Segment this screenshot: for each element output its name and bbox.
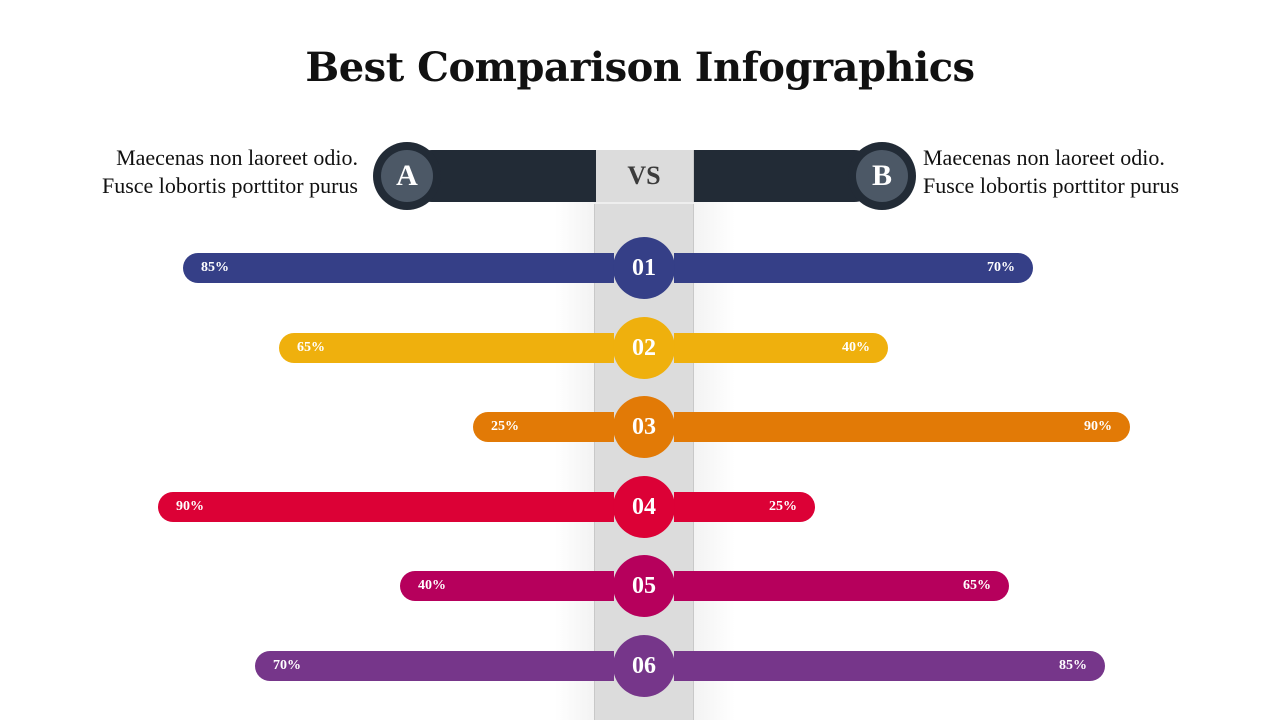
row-02-b-bar: 40% [674,333,888,363]
row-01-b-bar: 70% [674,253,1033,283]
row-number-02: 02 [613,317,675,379]
row-06-b-bar: 85% [674,651,1105,681]
b-description-line-1: Maecenas non laoreet odio. [923,145,1165,170]
a-description-line-2: Fusce lobortis porttitor purus [101,173,358,198]
b-description-line-2: Fusce lobortis porttitor purus [923,173,1180,198]
row-02-a-bar: 65% [279,333,614,363]
a-element-label: A Element [469,16,551,36]
b-element-label: B Element [729,16,811,36]
row-number-04: 04 [613,476,675,538]
row-04-a-bar: 90% [158,492,614,522]
page-title: Best Comparison Infographics [305,44,975,91]
row-01-a-bar: 85% [183,253,614,283]
a-description: Maecenas non laoreet odio. Fusce loborti… [18,144,358,200]
b-badge: B [848,142,916,210]
row-03-b-bar: 90% [674,412,1130,442]
row-06-a-bar: 70% [255,651,614,681]
a-description-line-1: Maecenas non laoreet odio. [116,145,358,170]
row-number-06: 06 [613,635,675,697]
row-03-a-bar: 25% [473,412,614,442]
b-description: Maecenas non laoreet odio. Fusce loborti… [923,144,1263,200]
row-number-01: 01 [613,237,675,299]
a-badge: A [373,142,441,210]
vs-divider [594,202,694,204]
vs-label: VS [627,161,661,190]
row-04-b-bar: 25% [674,492,815,522]
row-05-a-bar: 40% [400,571,614,601]
row-number-03: 03 [613,396,675,458]
row-05-b-bar: 65% [674,571,1009,601]
a-badge-letter: A [381,150,433,202]
b-badge-letter: B [856,150,908,202]
row-number-05: 05 [613,555,675,617]
